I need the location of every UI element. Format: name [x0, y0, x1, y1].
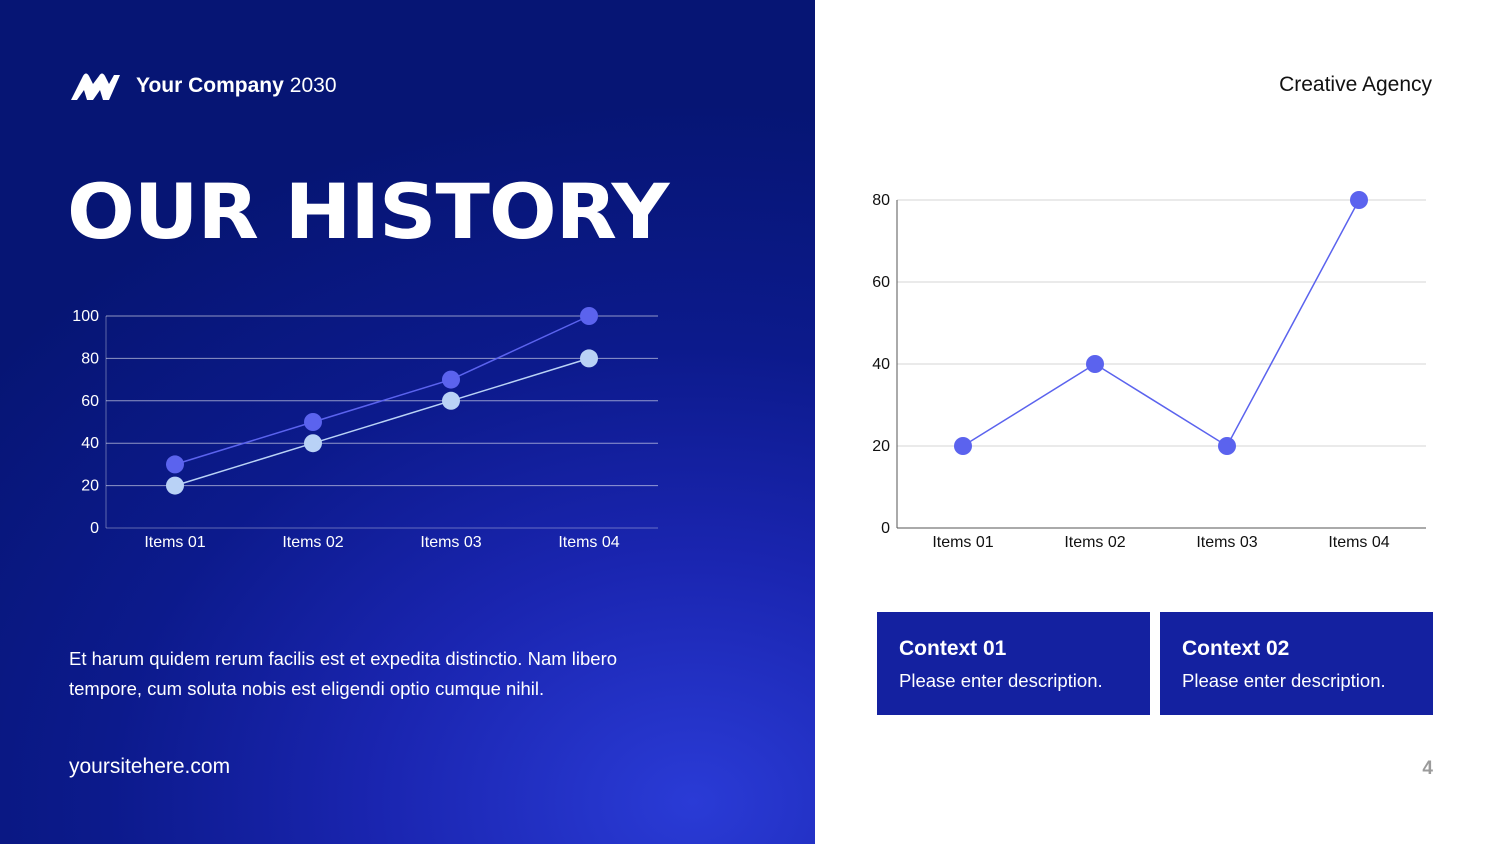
items-line-chart: 0 20 40 60 80 Items 01 Items 02 Items 03 Items 0… [872, 191, 1426, 551]
context-description: Please enter description. [1182, 670, 1386, 691]
data-point [1218, 437, 1236, 455]
x-tick-label: Items 01 [932, 534, 993, 551]
x-tick-label: Items 02 [282, 534, 343, 551]
y-tick-label: 60 [872, 274, 890, 291]
company-heading: Your Company 2030 [136, 73, 337, 99]
data-point [1350, 191, 1368, 209]
x-tick-label: Items 01 [144, 534, 205, 551]
context-title: Context 01 [899, 637, 1007, 660]
data-point [166, 476, 184, 495]
data-point [304, 413, 322, 431]
y-tick-label: 40 [81, 435, 99, 452]
y-tick-label: 0 [881, 520, 890, 537]
website-link[interactable]: yoursitehere.com [69, 755, 231, 778]
company-logo-icon [71, 73, 120, 100]
context-card-02: Context 02 Please enter description. [1160, 612, 1433, 715]
x-tick-label: Items 04 [1328, 534, 1389, 551]
x-tick-label: Items 04 [558, 534, 619, 551]
description-text: Et harum quidem rerum facilis est et exp… [69, 648, 618, 699]
y-tick-label: 80 [81, 350, 99, 367]
left-panel: Your Company 2030 OUR HISTORY 0 20 40 60 80 10… [0, 0, 815, 844]
history-line-chart: 0 20 40 60 80 100 Items 01 Items 02 Items 03 Item… [72, 307, 658, 551]
data-point [1086, 355, 1104, 373]
y-tick-label: 0 [90, 520, 99, 537]
x-tick-label: Items 03 [420, 534, 481, 551]
page-number: 4 [1422, 758, 1433, 779]
series-line [962, 199, 1360, 448]
data-point [166, 455, 184, 474]
agency-label: Creative Agency [1279, 73, 1432, 96]
context-card-01: Context 01 Please enter description. [877, 612, 1150, 715]
x-tick-label: Items 03 [1196, 534, 1257, 551]
series-line [174, 315, 590, 466]
data-point [580, 349, 598, 368]
context-title: Context 02 [1182, 637, 1290, 660]
company-name: Your Company [136, 74, 284, 97]
data-point [442, 391, 460, 410]
data-point [954, 437, 972, 455]
context-description: Please enter description. [899, 670, 1103, 691]
x-tick-label: Items 02 [1064, 534, 1125, 551]
data-point [442, 370, 460, 389]
y-tick-label: 40 [872, 356, 890, 373]
series-line [174, 357, 590, 487]
page-title: OUR HISTORY [67, 167, 669, 256]
y-tick-label: 80 [872, 192, 890, 209]
y-tick-label: 20 [81, 478, 99, 495]
company-year: 2030 [289, 74, 337, 97]
data-point [304, 434, 322, 453]
y-tick-label: 100 [72, 308, 99, 325]
y-tick-label: 60 [81, 393, 99, 410]
data-point [580, 307, 598, 325]
y-tick-label: 20 [872, 438, 890, 455]
